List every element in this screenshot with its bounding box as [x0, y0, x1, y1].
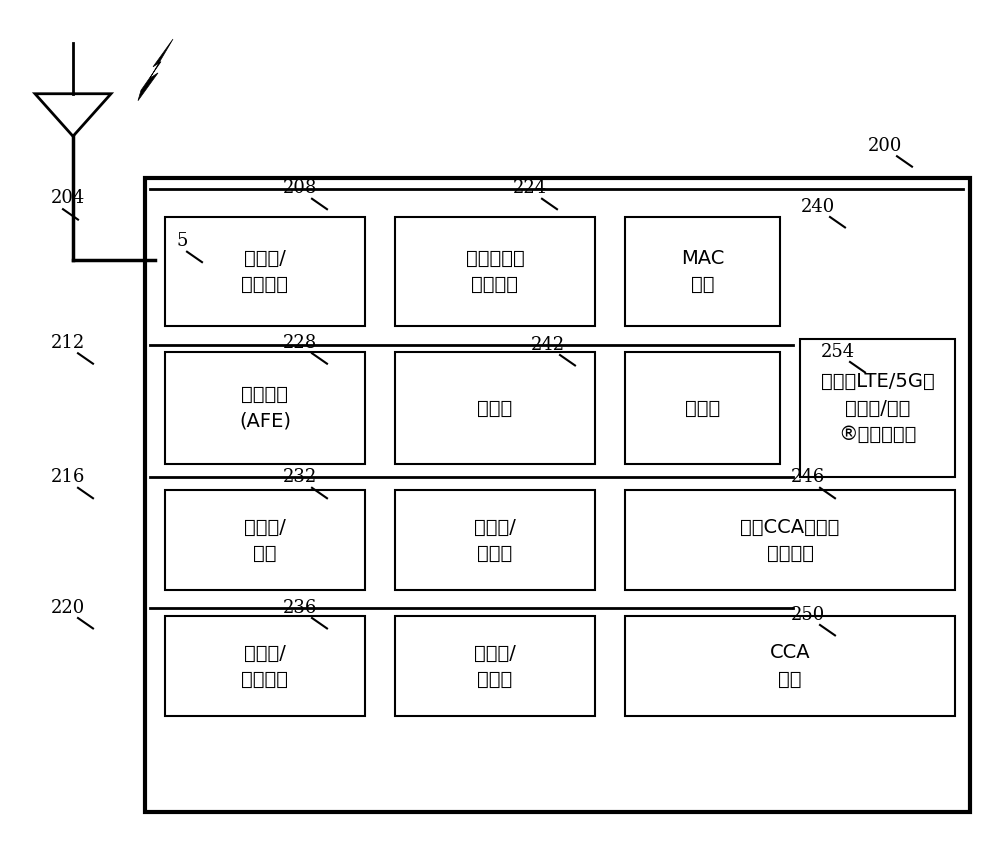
Text: 242: 242 — [531, 336, 565, 353]
Text: 228: 228 — [283, 334, 317, 352]
Polygon shape — [138, 39, 173, 101]
Text: 模拟前端
(AFE): 模拟前端 (AFE) — [239, 385, 291, 431]
Text: 交织器/
解交织器: 交织器/ 解交织器 — [242, 248, 288, 294]
Text: 编码器/
解码器: 编码器/ 解码器 — [474, 643, 516, 689]
Text: CCA
模块: CCA 模块 — [770, 643, 810, 689]
Bar — [395, 616, 595, 716]
Text: 调制器/
解调器: 调制器/ 解调器 — [474, 517, 516, 563]
Bar — [165, 352, 365, 464]
Text: 246: 246 — [791, 469, 825, 486]
Text: 220: 220 — [51, 599, 85, 616]
Bar — [165, 217, 365, 326]
Bar — [800, 339, 955, 477]
Text: 236: 236 — [283, 599, 317, 616]
Text: 254: 254 — [821, 343, 855, 360]
Bar — [165, 490, 365, 590]
Text: 接收器: 接收器 — [685, 398, 720, 418]
Text: 200: 200 — [868, 137, 902, 155]
Text: 动态CCA偏移値
确定模块: 动态CCA偏移値 确定模块 — [740, 517, 840, 563]
Bar — [395, 490, 595, 590]
Text: MAC
电路: MAC 电路 — [681, 248, 724, 294]
Bar — [625, 616, 955, 716]
Text: 干扰控制和
缓解模块: 干扰控制和 缓解模块 — [466, 248, 524, 294]
Bar — [625, 490, 955, 590]
Bar — [145, 178, 970, 812]
Text: 控制器/
微处理器: 控制器/ 微处理器 — [242, 643, 288, 689]
Text: 204: 204 — [51, 189, 85, 207]
Text: 传输器: 传输器 — [477, 398, 513, 418]
Text: 224: 224 — [513, 180, 547, 197]
Text: 240: 240 — [801, 198, 835, 215]
Text: 232: 232 — [283, 469, 317, 486]
Bar — [395, 217, 595, 326]
Bar — [625, 352, 780, 464]
Text: 216: 216 — [51, 469, 85, 486]
Bar — [165, 616, 365, 716]
Text: 存储器/
储存: 存储器/ 储存 — [244, 517, 286, 563]
Bar — [395, 352, 595, 464]
Text: 250: 250 — [791, 606, 825, 623]
Bar — [625, 217, 780, 326]
Text: 208: 208 — [283, 180, 317, 197]
Text: 5: 5 — [176, 233, 188, 250]
Text: 蜂窝（LTE/5G）
无线电/蓝牙
®无线电设备: 蜂窝（LTE/5G） 无线电/蓝牙 ®无线电设备 — [821, 372, 934, 444]
Text: 212: 212 — [51, 334, 85, 352]
